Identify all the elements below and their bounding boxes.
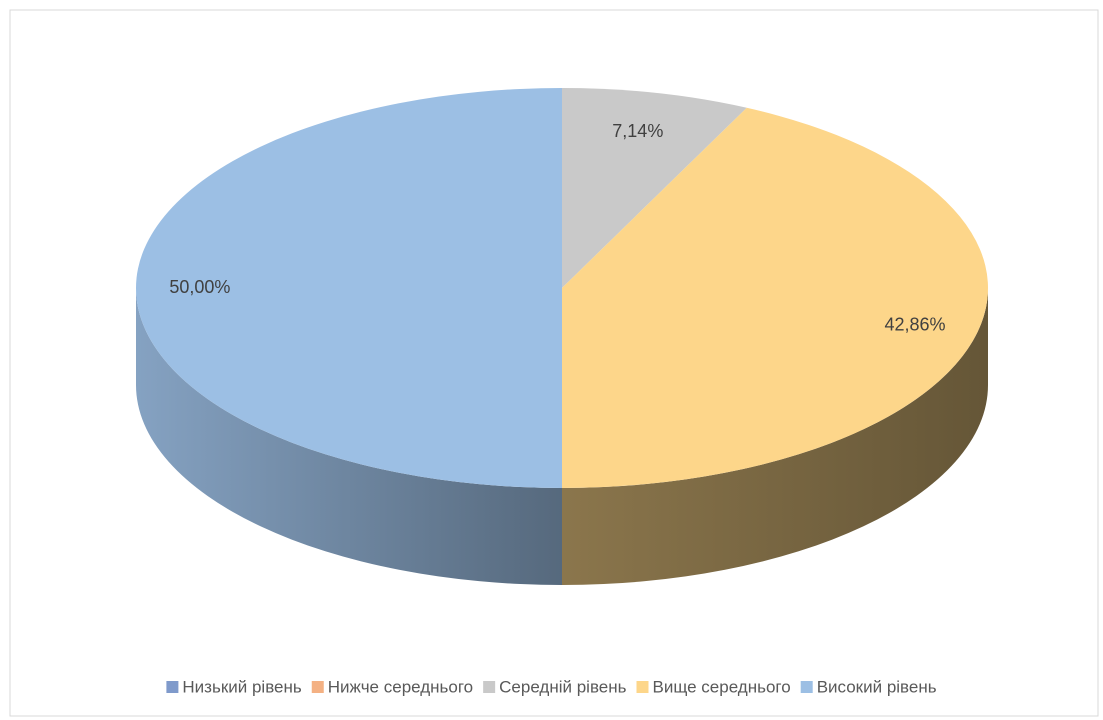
slice (562, 107, 989, 488)
legend-swatch (166, 681, 179, 693)
data-label: 50,00% (169, 277, 230, 297)
legend-label: Середній рівень (499, 677, 626, 696)
legend-label: Нижче середнього (328, 677, 473, 696)
data-label: 7,14% (612, 121, 663, 141)
slice-side (136, 288, 562, 585)
data-label: 42,86% (884, 315, 945, 335)
legend-swatch (800, 681, 813, 693)
legend-swatch (636, 681, 649, 693)
slice-side (562, 288, 988, 585)
legend-swatch (311, 681, 324, 693)
legend-swatch (483, 681, 496, 693)
legend-label: Високий рівень (817, 677, 937, 696)
slice (136, 88, 562, 488)
slice (562, 88, 747, 288)
legend-label: Низький рівень (182, 677, 301, 696)
legend-label: Вище середнього (652, 677, 790, 696)
